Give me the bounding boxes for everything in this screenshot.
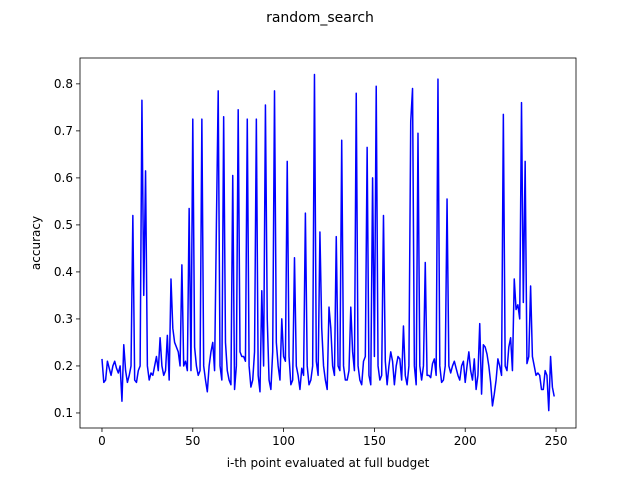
x-tick-label: 0 [98, 434, 106, 448]
x-tick-label: 50 [185, 434, 200, 448]
y-tick-label: 0.1 [54, 406, 73, 420]
x-axis-label: i-th point evaluated at full budget [227, 456, 430, 470]
y-tick-label: 0.8 [54, 77, 73, 91]
y-axis-label: accuracy [29, 216, 43, 270]
y-tick-label: 0.3 [54, 312, 73, 326]
x-tick-label: 200 [454, 434, 477, 448]
data-line [101, 73, 555, 412]
x-tick-label: 250 [545, 434, 568, 448]
x-tick-label: 100 [272, 434, 295, 448]
y-tick-label: 0.4 [54, 265, 73, 279]
y-tick-label: 0.7 [54, 124, 73, 138]
x-tick-label: 150 [363, 434, 386, 448]
y-tick-label: 0.5 [54, 218, 73, 232]
y-tick-label: 0.6 [54, 171, 73, 185]
chart-title: random_search [266, 10, 374, 26]
plot-frame [79, 57, 577, 429]
y-tick-label: 0.2 [54, 359, 73, 373]
